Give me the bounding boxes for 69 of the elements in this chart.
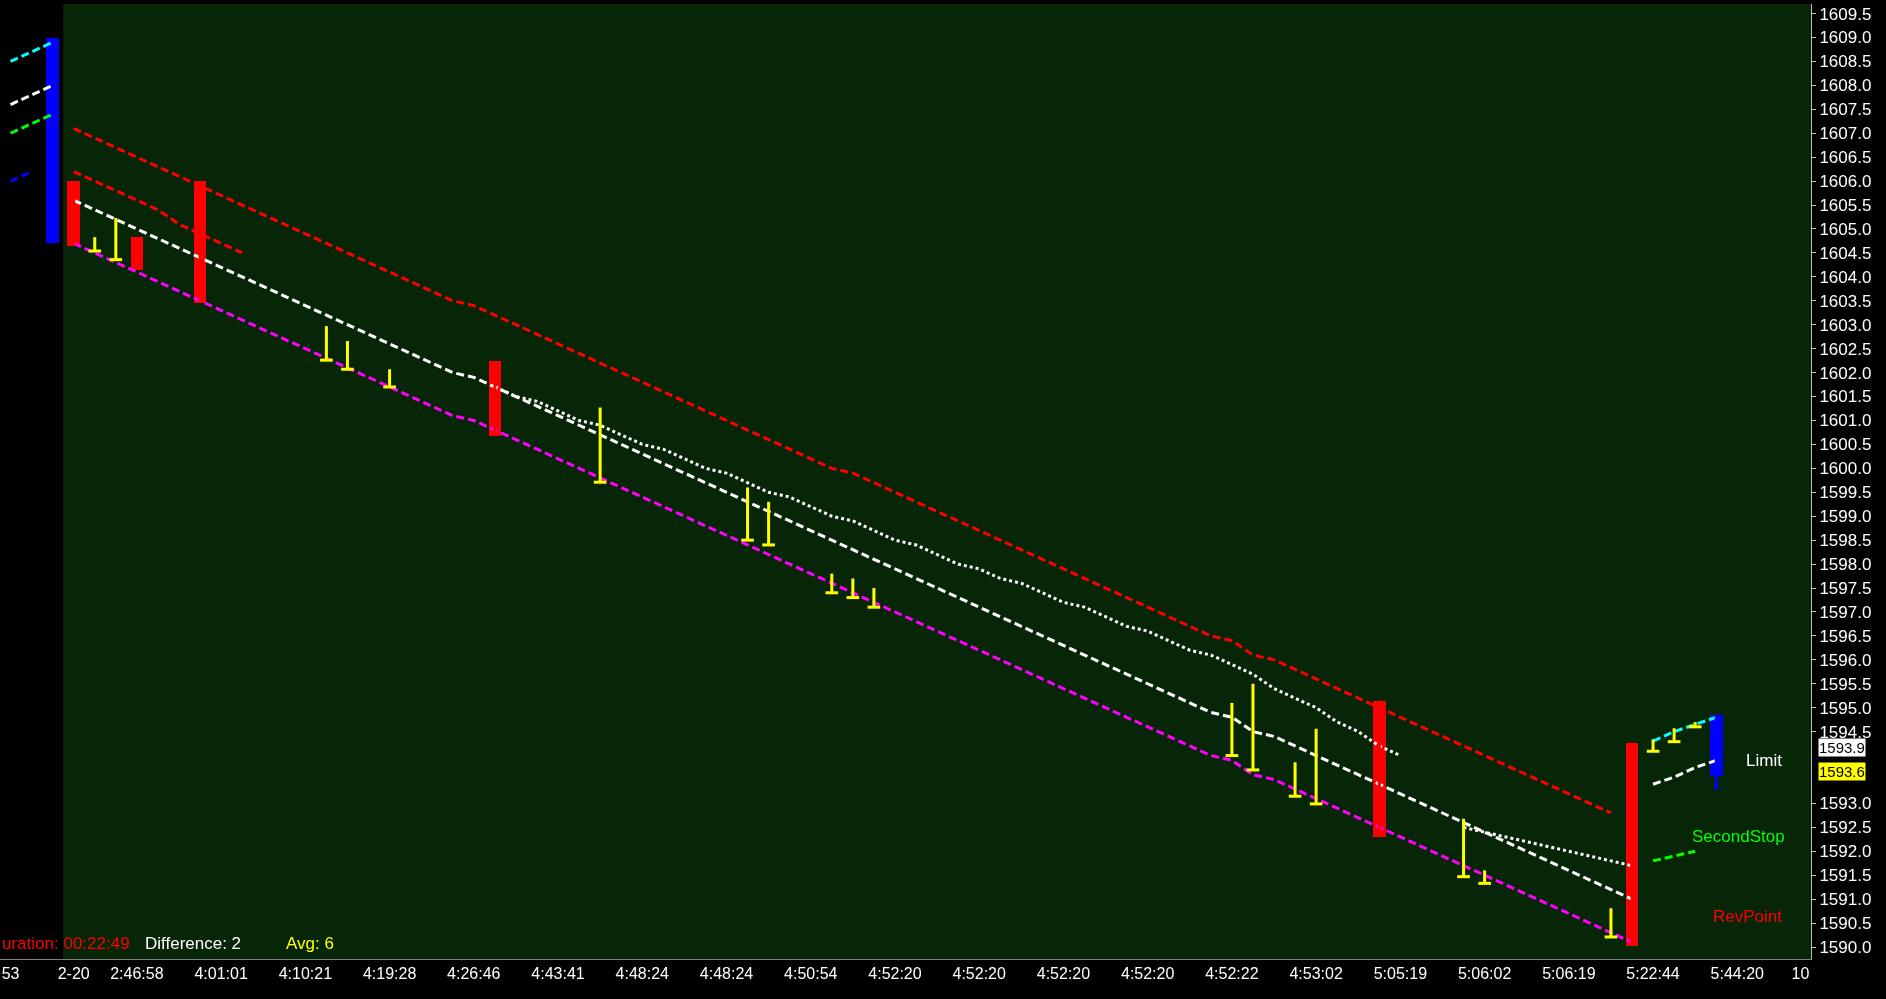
annotation: uration: 00:22:49	[2, 934, 130, 953]
y-tick-label: 1597.0	[1819, 602, 1872, 622]
y-tick-label: 1605.0	[1819, 219, 1872, 239]
x-tick-label: 4:19:28	[362, 965, 417, 983]
x-tick-label: 2:46:58	[110, 965, 164, 983]
y-tick-label: 1590.0	[1819, 937, 1872, 957]
y-tick-label: 1605.5	[1819, 196, 1872, 215]
x-tick-label: 4:53:02	[1289, 965, 1343, 983]
x-tick-label: 5:06:02	[1457, 965, 1512, 983]
y-tick-label: 1596.5	[1819, 626, 1872, 646]
y-tick-label: 1602.0	[1819, 363, 1872, 383]
y-tick-label: 1591.0	[1819, 890, 1872, 910]
y-tick-label: 1609.0	[1819, 28, 1872, 48]
annotation: SecondStop	[1692, 827, 1785, 846]
y-tick-label: 1599.0	[1819, 507, 1872, 527]
x-tick-label: 4:48:24	[699, 965, 754, 983]
x-tick-label: 4:52:20	[868, 965, 922, 983]
x-tick-label: 5:44:20	[1710, 965, 1765, 983]
x-tick-label: 4:52:22	[1205, 965, 1259, 983]
annotation: Avg: 6	[286, 934, 334, 953]
y-tick-label: 1604.5	[1819, 243, 1872, 263]
x-tick-label: 4:52:20	[1036, 965, 1091, 983]
y-tick-label: 1592.5	[1819, 818, 1872, 838]
y-tick-label: 1595.5	[1819, 674, 1872, 694]
annotation: RevPoint	[1713, 907, 1783, 926]
y-tick-label: 1598.5	[1819, 531, 1872, 551]
text: 1593.9	[1819, 739, 1865, 756]
x-tick-label: 4:52:20	[1120, 965, 1175, 983]
y-tick-label: 1604.0	[1819, 267, 1872, 287]
y-tick-label: 1602.5	[1819, 339, 1872, 359]
x-tick-label: 5:22:44	[1626, 965, 1680, 983]
y-tick-label: 1607.0	[1819, 124, 1872, 144]
y-tick-label: 1592.0	[1819, 842, 1872, 862]
y-tick-label: 1590.5	[1819, 914, 1872, 934]
x-tick-label: 4:43:41	[531, 965, 585, 983]
y-tick-label: 1596.0	[1819, 650, 1872, 670]
y-tick-label: 1593.0	[1819, 794, 1872, 814]
y-tick-label: 1608.0	[1819, 76, 1872, 96]
y-tick-label: 1603.5	[1819, 291, 1872, 311]
text: 1593.6	[1819, 763, 1865, 780]
y-tick-label: 1608.5	[1819, 52, 1872, 72]
x-tick-label: 10	[1791, 965, 1810, 983]
y-tick-label: 1594.5	[1819, 722, 1872, 742]
x-tick-label: 4:48:24	[615, 965, 670, 983]
x-tick-label: 4:50:54	[784, 965, 838, 983]
y-tick-label: 1607.5	[1819, 100, 1872, 120]
annotation: Difference: 2	[145, 934, 242, 953]
x-tick-label: 4:52:20	[952, 965, 1006, 983]
y-tick-label: 1606.5	[1819, 148, 1872, 168]
x-tick-label: 4:10:21	[278, 965, 333, 983]
x-tick-label: 53	[1, 965, 20, 983]
y-tick-label: 1597.5	[1819, 578, 1872, 598]
y-tick-label: 1606.0	[1819, 172, 1872, 192]
annotation: Limit	[1746, 751, 1783, 770]
x-tick-label: 5:06:19	[1542, 965, 1596, 983]
y-tick-label: 1600.0	[1819, 459, 1872, 479]
y-tick-label: 1601.0	[1819, 411, 1872, 431]
y-tick-label: 1598.0	[1819, 555, 1872, 575]
y-tick-label: 1609.5	[1819, 4, 1872, 24]
y-tick-label: 1600.5	[1819, 435, 1872, 455]
y-tick-label: 1599.5	[1819, 483, 1872, 503]
y-tick-label: 1603.0	[1819, 315, 1872, 335]
x-tick-label: 2-20	[57, 965, 90, 983]
x-tick-label: 4:26:46	[447, 965, 501, 983]
x-tick-label: 4:01:01	[194, 965, 248, 983]
x-tick-label: 5:05:19	[1373, 965, 1428, 983]
y-tick-label: 1591.5	[1819, 866, 1872, 886]
y-tick-label: 1595.0	[1819, 698, 1872, 718]
y-tick-label: 1601.5	[1819, 387, 1872, 407]
